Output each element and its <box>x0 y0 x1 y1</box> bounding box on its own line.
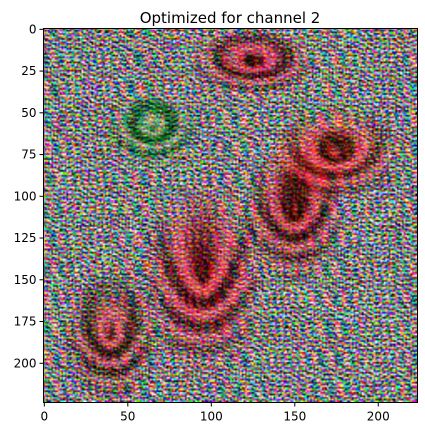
x-tick-label: 0 <box>41 410 49 424</box>
y-tick-label: 75 <box>21 148 36 162</box>
y-tick-label: 0 <box>29 22 37 36</box>
x-tick-label: 50 <box>120 410 135 424</box>
y-tick-label: 200 <box>14 356 37 370</box>
y-axis: 0 25 50 75 100 125 150 175 200 <box>14 22 44 370</box>
y-tick-label: 100 <box>14 189 37 203</box>
x-tick-label: 100 <box>200 410 223 424</box>
axes-spine <box>44 29 418 403</box>
y-tick-label: 175 <box>14 315 37 329</box>
x-tick-label: 200 <box>367 410 390 424</box>
x-axis: 0 50 100 150 200 <box>41 403 390 424</box>
y-tick-label: 150 <box>14 273 37 287</box>
x-tick-label: 150 <box>283 410 306 424</box>
y-tick-label: 50 <box>21 106 36 120</box>
y-tick-label: 125 <box>14 231 37 245</box>
y-tick-label: 25 <box>21 64 36 78</box>
